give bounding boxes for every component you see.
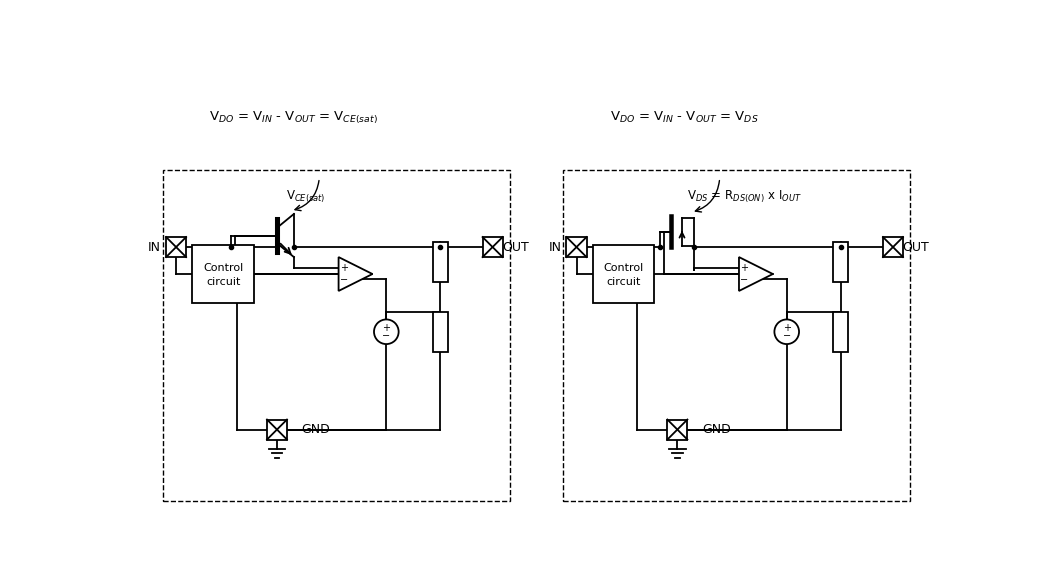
Text: +: +: [383, 323, 390, 333]
Text: −: −: [340, 275, 348, 285]
Polygon shape: [338, 257, 372, 291]
Text: GND: GND: [702, 423, 731, 436]
Text: −: −: [740, 275, 749, 285]
Text: −: −: [783, 331, 791, 340]
Text: V$_{DO}$ = V$_{IN}$ - V$_{OUT}$ = V$_{CE(sat)}$: V$_{DO}$ = V$_{IN}$ - V$_{OUT}$ = V$_{CE…: [209, 110, 379, 126]
Bar: [432, 243, 448, 283]
Text: V$_{DO}$ = V$_{IN}$ - V$_{OUT}$ = V$_{DS}$: V$_{DO}$ = V$_{IN}$ - V$_{OUT}$ = V$_{DS…: [610, 110, 758, 125]
Bar: [882, 237, 903, 257]
Text: −: −: [383, 331, 390, 340]
Text: circuit: circuit: [607, 277, 641, 287]
Text: V$_{DS}$ = R$_{DS(ON)}$ x I$_{OUT}$: V$_{DS}$ = R$_{DS(ON)}$ x I$_{OUT}$: [686, 189, 802, 205]
Text: +: +: [740, 263, 749, 273]
Text: Control: Control: [604, 263, 644, 273]
Bar: [563, 170, 909, 501]
Bar: [833, 243, 848, 283]
Bar: [482, 237, 503, 257]
Text: V$_{CE(sat)}$: V$_{CE(sat)}$: [286, 189, 326, 205]
Bar: [566, 237, 587, 257]
Bar: [593, 245, 654, 303]
Circle shape: [775, 319, 800, 344]
Bar: [668, 420, 688, 440]
Text: circuit: circuit: [206, 277, 241, 287]
Bar: [166, 237, 186, 257]
Polygon shape: [739, 257, 773, 291]
Text: Control: Control: [203, 263, 244, 273]
Circle shape: [374, 319, 398, 344]
Bar: [833, 312, 848, 352]
Text: IN: IN: [148, 241, 161, 254]
Bar: [267, 420, 287, 440]
Text: OUT: OUT: [502, 241, 529, 254]
Text: GND: GND: [302, 423, 331, 436]
Text: IN: IN: [549, 241, 561, 254]
Text: +: +: [340, 263, 348, 273]
Bar: [192, 245, 254, 303]
Text: +: +: [783, 323, 791, 333]
Bar: [163, 170, 509, 501]
Text: OUT: OUT: [902, 241, 929, 254]
Bar: [432, 312, 448, 352]
